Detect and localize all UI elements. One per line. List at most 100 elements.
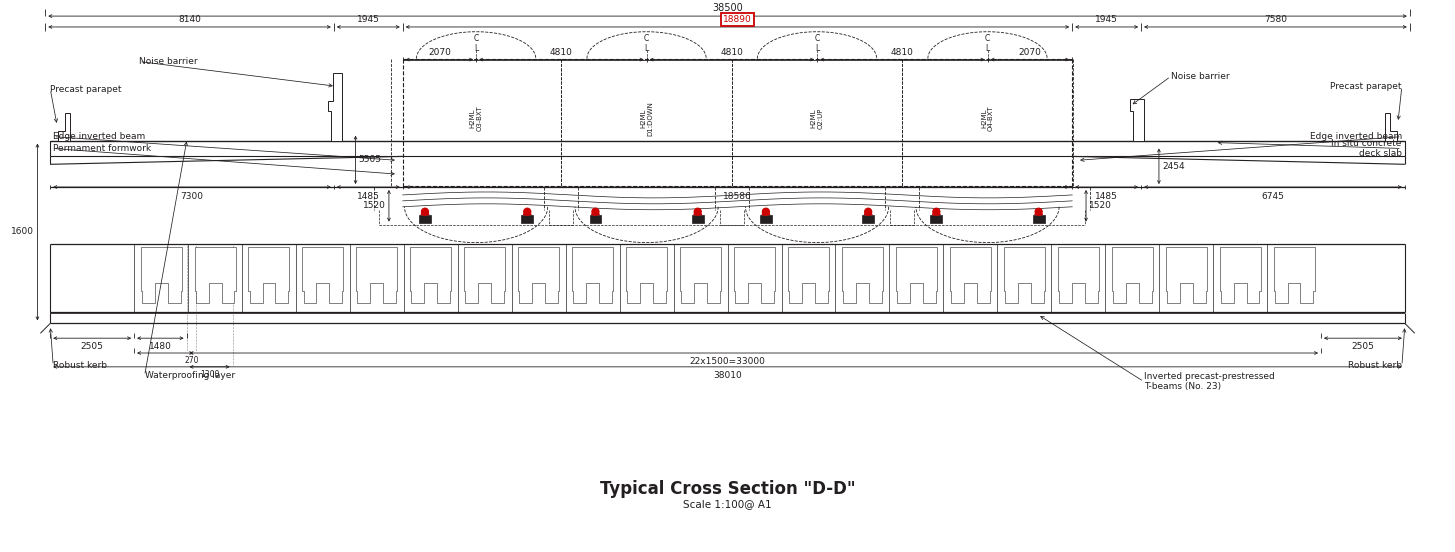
Circle shape [933,208,940,215]
Polygon shape [1035,210,1043,215]
Text: Precast parapet: Precast parapet [51,84,122,94]
Text: 18586: 18586 [723,192,752,201]
Polygon shape [694,210,701,215]
Text: Robust kerb: Robust kerb [1347,362,1401,370]
Text: 1300: 1300 [199,370,220,379]
Circle shape [1035,208,1042,215]
Text: Edge inverted beam: Edge inverted beam [54,132,146,141]
Text: 5505: 5505 [358,155,381,164]
Text: 1480: 1480 [148,342,172,351]
Text: Permament formwork: Permament formwork [54,144,151,153]
Polygon shape [592,210,599,215]
Polygon shape [1385,113,1406,141]
Polygon shape [327,73,342,141]
Polygon shape [410,247,451,302]
Text: 2070: 2070 [428,47,451,57]
Text: C
L: C L [815,34,819,54]
Polygon shape [420,210,429,215]
Polygon shape [1058,247,1099,302]
Text: 7580: 7580 [1264,15,1288,24]
Text: Waterproofing layer: Waterproofing layer [144,371,234,380]
Polygon shape [195,247,236,302]
Polygon shape [760,215,771,222]
Polygon shape [1033,215,1045,222]
Circle shape [694,208,701,215]
Polygon shape [762,210,770,215]
Text: Robust kerb: Robust kerb [54,362,108,370]
Polygon shape [1273,247,1314,302]
Text: 1945: 1945 [356,15,380,24]
Text: 38500: 38500 [711,3,744,13]
Text: H2ML
O3-BXT: H2ML O3-BXT [470,105,483,131]
Text: 8140: 8140 [178,15,201,24]
Polygon shape [1165,247,1206,302]
Text: 4810: 4810 [550,47,573,57]
Polygon shape [896,247,937,302]
Text: Typical Cross Section "D-D": Typical Cross Section "D-D" [599,480,856,498]
Text: H2ML
O4-BXT: H2ML O4-BXT [981,105,994,131]
Text: 4810: 4810 [890,47,914,57]
Polygon shape [524,210,531,215]
Polygon shape [789,247,829,302]
Polygon shape [249,247,290,302]
Text: 1520: 1520 [364,201,386,210]
Text: 6745: 6745 [1261,192,1285,201]
Text: Noise barrier: Noise barrier [1171,72,1229,81]
Text: 2454: 2454 [1163,162,1184,171]
Polygon shape [1219,247,1260,302]
Circle shape [524,208,531,215]
Polygon shape [518,247,559,302]
Text: Inverted precast-prestressed
T-beams (No. 23): Inverted precast-prestressed T-beams (No… [1144,372,1275,391]
Polygon shape [864,210,872,215]
Text: C
L: C L [645,34,649,54]
Text: C
L: C L [473,34,479,54]
Polygon shape [1112,247,1152,302]
Text: Precast parapet: Precast parapet [1330,82,1401,91]
Polygon shape [842,247,883,302]
Text: 22x1500=33000: 22x1500=33000 [690,357,765,366]
Text: 38010: 38010 [713,371,742,380]
Text: 18890: 18890 [723,15,752,24]
Circle shape [592,208,599,215]
Polygon shape [303,247,343,302]
Polygon shape [1004,247,1045,302]
Polygon shape [930,215,943,222]
Polygon shape [1131,99,1144,141]
Polygon shape [356,247,397,302]
Text: C
L: C L [985,34,991,54]
Text: 270: 270 [185,356,198,365]
Text: 7300: 7300 [180,192,204,201]
Text: 2070: 2070 [1018,47,1042,57]
Text: H2ML
D1:DOWN: H2ML D1:DOWN [640,101,653,136]
Polygon shape [626,247,668,302]
Text: 1945: 1945 [1096,15,1117,24]
Polygon shape [691,215,704,222]
Polygon shape [933,210,940,215]
Polygon shape [863,215,874,222]
Polygon shape [589,215,601,222]
Polygon shape [521,215,533,222]
Text: 1520: 1520 [1088,201,1112,210]
Polygon shape [419,215,431,222]
Circle shape [422,208,428,215]
Text: 1485: 1485 [1096,192,1117,201]
Polygon shape [572,247,613,302]
Text: Edge inverted beam: Edge inverted beam [1310,132,1401,141]
Polygon shape [950,247,991,302]
Circle shape [864,208,872,215]
Text: Scale 1:100@ A1: Scale 1:100@ A1 [684,499,771,509]
Text: H2ML
O2:UP: H2ML O2:UP [810,108,824,129]
Text: 1600: 1600 [10,227,33,236]
Polygon shape [733,247,776,302]
Text: In situ concrete
deck slab: In situ concrete deck slab [1331,139,1401,158]
Text: 4810: 4810 [720,47,744,57]
Text: Noise barrier: Noise barrier [140,57,198,66]
Text: 2505: 2505 [1352,342,1375,351]
Text: 1485: 1485 [356,192,380,201]
Polygon shape [51,113,70,141]
Polygon shape [141,247,182,302]
Circle shape [762,208,770,215]
Polygon shape [679,247,722,302]
Text: 2505: 2505 [81,342,103,351]
Polygon shape [464,247,505,302]
